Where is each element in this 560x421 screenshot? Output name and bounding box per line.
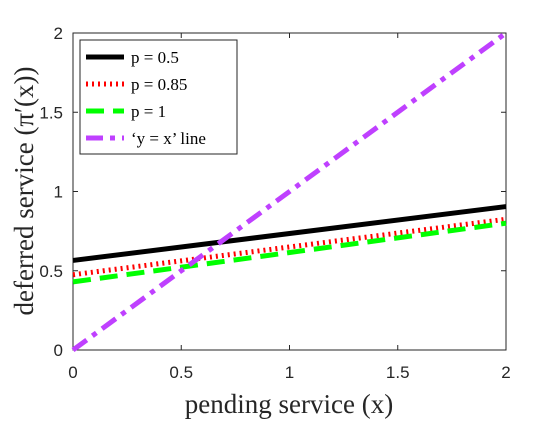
x-tick-label: 1.5 bbox=[386, 363, 410, 382]
y-tick-label: 1.5 bbox=[39, 103, 63, 122]
series-layer bbox=[71, 30, 508, 353]
y-axis-label: deferred service (π′(x)) bbox=[9, 67, 39, 316]
legend-label: ‘y = x’ line bbox=[131, 129, 206, 148]
x-tick-label: 0.5 bbox=[169, 363, 193, 382]
series-line bbox=[72, 220, 507, 285]
ticks: 0 0.5 1 1.5 2 0 0.5 1 1.5 2 bbox=[39, 24, 510, 382]
series-line bbox=[72, 204, 507, 263]
legend-label: p = 0.5 bbox=[131, 48, 179, 67]
legend-box bbox=[79, 39, 238, 155]
series-line bbox=[72, 216, 507, 278]
x-tick-label: 1 bbox=[285, 363, 294, 382]
series-line bbox=[71, 30, 508, 353]
x-tick-label: 2 bbox=[501, 363, 510, 382]
y-tick-label: 1 bbox=[54, 183, 63, 202]
y-tick-label: 0.5 bbox=[39, 262, 63, 281]
x-axis-label: pending service (x) bbox=[185, 389, 393, 419]
legend-label: p = 0.85 bbox=[131, 75, 187, 94]
x-tick-label: 0 bbox=[68, 363, 77, 382]
y-tick-label: 0 bbox=[54, 341, 63, 360]
y-tick-label: 2 bbox=[54, 24, 63, 43]
legend-label: p = 1 bbox=[131, 102, 166, 121]
legend: p = 0.5 p = 0.85 p = 1 ‘y = x’ line bbox=[79, 39, 238, 155]
